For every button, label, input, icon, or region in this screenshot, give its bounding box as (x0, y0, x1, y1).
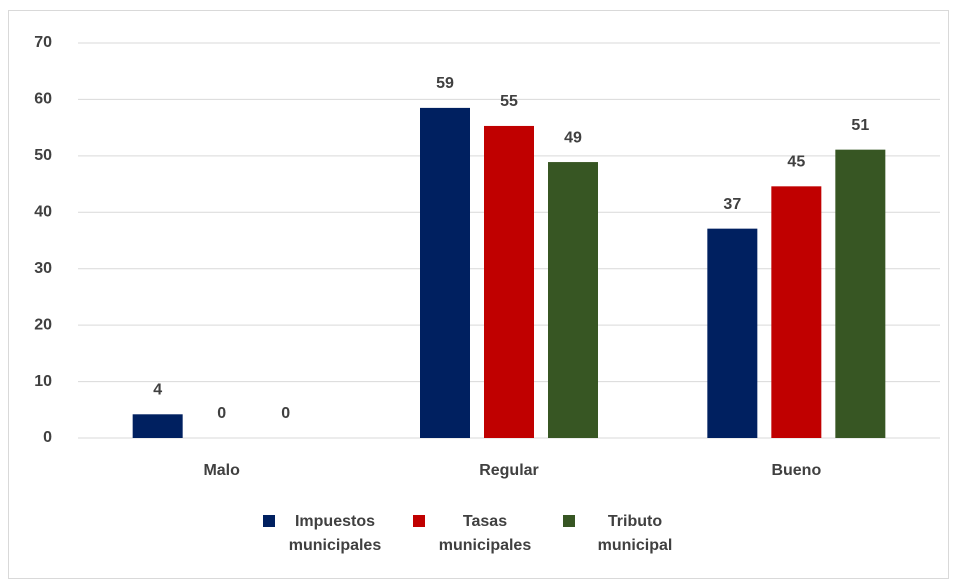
data-label: 49 (564, 129, 582, 146)
legend-swatch (263, 515, 275, 527)
y-tick-label: 0 (43, 429, 52, 446)
bar (835, 149, 886, 438)
y-tick-label: 40 (34, 204, 52, 221)
data-label: 45 (787, 154, 805, 171)
y-tick-label: 50 (34, 147, 52, 164)
y-tick-label: 70 (34, 34, 52, 51)
legend-swatch (563, 515, 575, 527)
x-tick-label: Bueno (771, 462, 821, 479)
legend-item: Impuestos municipales (263, 510, 391, 558)
bar (132, 414, 183, 438)
data-label: 59 (436, 75, 454, 92)
data-label: 4 (153, 382, 162, 399)
bar (420, 107, 470, 439)
legend-label: Tasas municipales (438, 513, 532, 554)
data-label: 51 (851, 117, 869, 134)
y-tick-label: 30 (34, 260, 52, 277)
y-tick-label: 20 (34, 316, 52, 333)
data-label: 55 (500, 93, 518, 110)
legend: Impuestos municipales Tasas municipales Tr… (0, 510, 954, 558)
data-label: 37 (723, 196, 741, 213)
legend-item: Tasas municipales (413, 510, 541, 558)
legend-label: Impuestos municipales (288, 513, 382, 554)
data-label: 0 (217, 405, 226, 422)
legend-label: Tributo municipal (597, 513, 673, 554)
legend-item: Tributo municipal (563, 510, 691, 558)
x-tick-label: Regular (479, 462, 539, 479)
y-tick-label: 10 (34, 373, 52, 390)
x-tick-label: Malo (203, 462, 240, 479)
legend-swatch (413, 515, 425, 527)
y-tick-label: 60 (34, 91, 52, 108)
bar (484, 125, 534, 438)
bar (548, 162, 598, 439)
bar (707, 228, 758, 438)
chart-border (8, 10, 949, 579)
bar (771, 186, 822, 438)
data-label: 0 (281, 405, 290, 422)
